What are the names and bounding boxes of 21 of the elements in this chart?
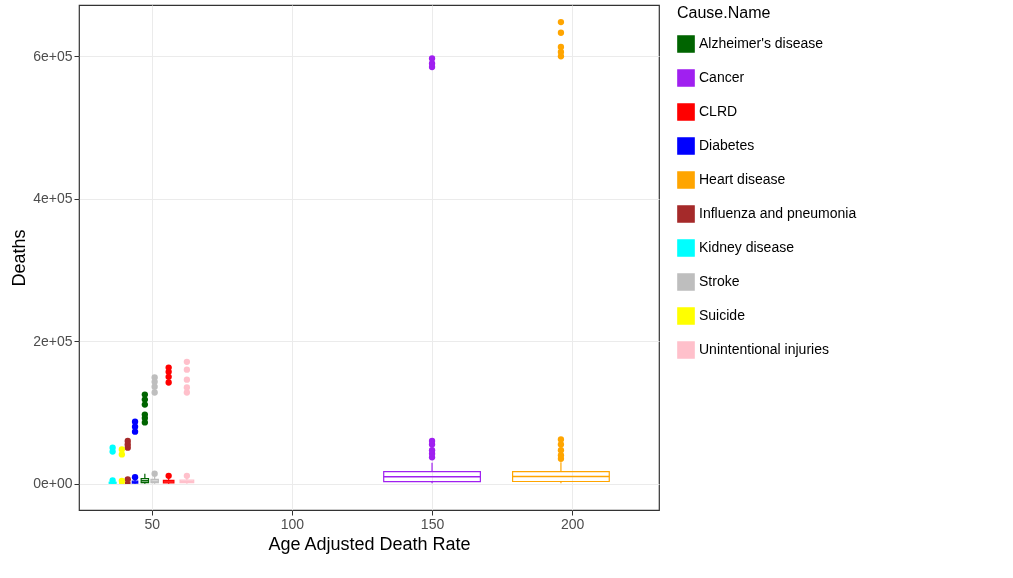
y-tick-label: 2e+05 — [33, 332, 73, 349]
x-tick-label: 200 — [560, 515, 585, 532]
legend-label: Unintentional injuries — [699, 341, 829, 357]
legend-label: Influenza and pneumonia — [699, 205, 857, 221]
legend-title: Cause.Name — [677, 4, 771, 21]
legend-label: Kidney disease — [699, 239, 795, 255]
legend-label: Diabetes — [699, 137, 755, 153]
legend-label: Cancer — [699, 69, 745, 85]
y-axis-title: Deaths — [9, 229, 30, 287]
legend-label: Stroke — [699, 273, 740, 289]
y-tick-label: 4e+05 — [33, 190, 73, 207]
legend-label: Heart disease — [699, 171, 786, 187]
x-tick-label: 100 — [280, 515, 305, 532]
x-axis-title: Age Adjusted Death Rate — [268, 533, 471, 554]
legend-label: CLRD — [699, 103, 738, 119]
x-tick-label: 150 — [420, 515, 445, 532]
x-tick-label: 50 — [144, 515, 161, 532]
y-tick-label: 6e+05 — [33, 47, 73, 64]
y-tick-label: 0e+00 — [33, 475, 73, 492]
legend-label: Alzheimer's disease — [699, 35, 824, 51]
legend-label: Suicide — [699, 307, 746, 323]
